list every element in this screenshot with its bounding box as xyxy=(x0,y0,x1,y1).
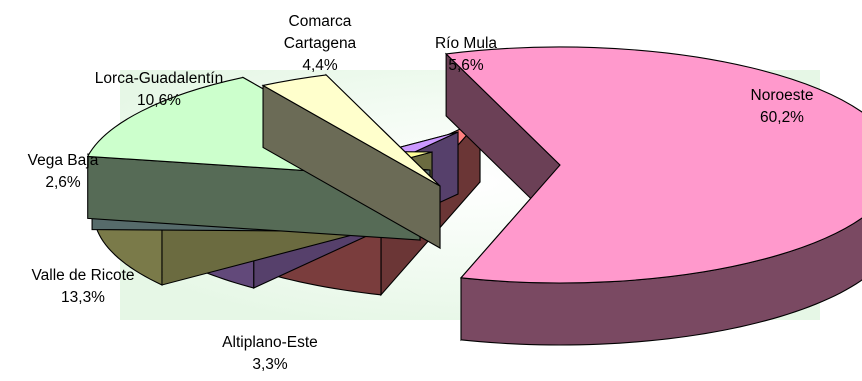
pie-slice-noroeste xyxy=(444,46,862,284)
data-label-value: 10,6% xyxy=(137,92,181,109)
data-label: Valle de Ricote 13,3% xyxy=(31,267,134,306)
data-label: Noroeste 60,2% xyxy=(751,87,814,126)
data-label-category: Valle de Ricote xyxy=(31,267,134,284)
data-label-value: 4,4% xyxy=(302,57,338,74)
data-label: Comarca Cartagena 4,4% xyxy=(284,13,357,74)
data-label-category: Río Mula xyxy=(435,35,497,52)
data-label-category: Lorca-Guadalentín xyxy=(95,70,223,87)
data-label-category: Cartagena xyxy=(284,35,357,52)
data-label: Río Mula 5,6% xyxy=(435,35,497,74)
data-label-value: 13,3% xyxy=(61,289,105,306)
data-label-category: Comarca xyxy=(289,13,352,30)
data-label-category: Noroeste xyxy=(751,87,814,104)
data-label: Lorca-Guadalentín 10,6% xyxy=(95,70,223,109)
data-label-value: 5,6% xyxy=(448,57,484,74)
data-label: Vega Baja 2,6% xyxy=(28,152,99,191)
data-label: Altiplano-Este 3,3% xyxy=(222,334,318,373)
pie-slice-altiplano-este xyxy=(261,74,441,187)
data-label-category: Altiplano-Este xyxy=(222,334,318,351)
data-label-value: 2,6% xyxy=(45,174,81,191)
data-label-category: Vega Baja xyxy=(28,152,99,169)
data-label-value: 60,2% xyxy=(760,109,804,126)
data-label-value: 3,3% xyxy=(252,356,288,373)
